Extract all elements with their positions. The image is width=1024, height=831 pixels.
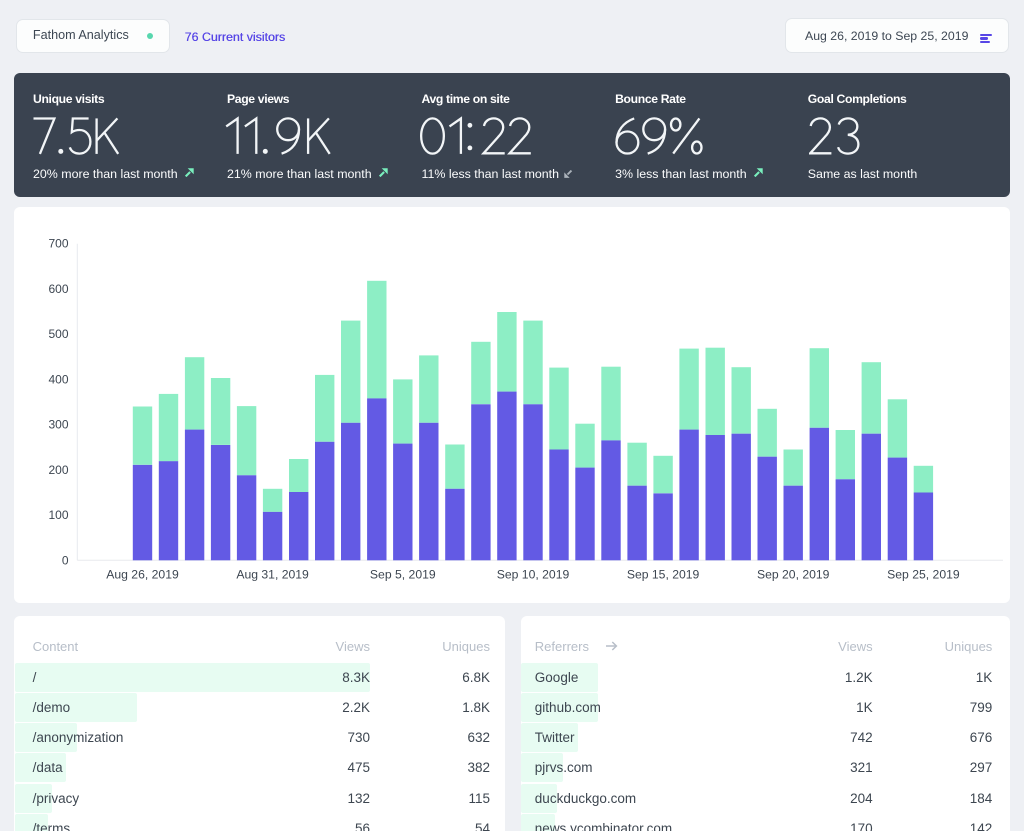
svg-text:200: 200	[48, 462, 68, 476]
svg-text:400: 400	[48, 372, 68, 386]
svg-text:500: 500	[48, 327, 68, 341]
svg-text:Aug 26, 2019: Aug 26, 2019	[106, 567, 179, 581]
svg-text:100: 100	[48, 508, 68, 522]
svg-text:600: 600	[48, 282, 68, 296]
svg-text:Sep 5, 2019: Sep 5, 2019	[370, 567, 436, 581]
svg-text:0: 0	[62, 553, 69, 567]
svg-text:Sep 20, 2019: Sep 20, 2019	[757, 567, 830, 581]
svg-text:300: 300	[48, 417, 68, 431]
svg-text:Aug 31, 2019: Aug 31, 2019	[236, 567, 309, 581]
svg-text:Sep 10, 2019: Sep 10, 2019	[497, 567, 570, 581]
svg-text:Sep 25, 2019: Sep 25, 2019	[887, 567, 960, 581]
svg-text:700: 700	[48, 236, 68, 250]
svg-text:Sep 15, 2019: Sep 15, 2019	[627, 567, 700, 581]
